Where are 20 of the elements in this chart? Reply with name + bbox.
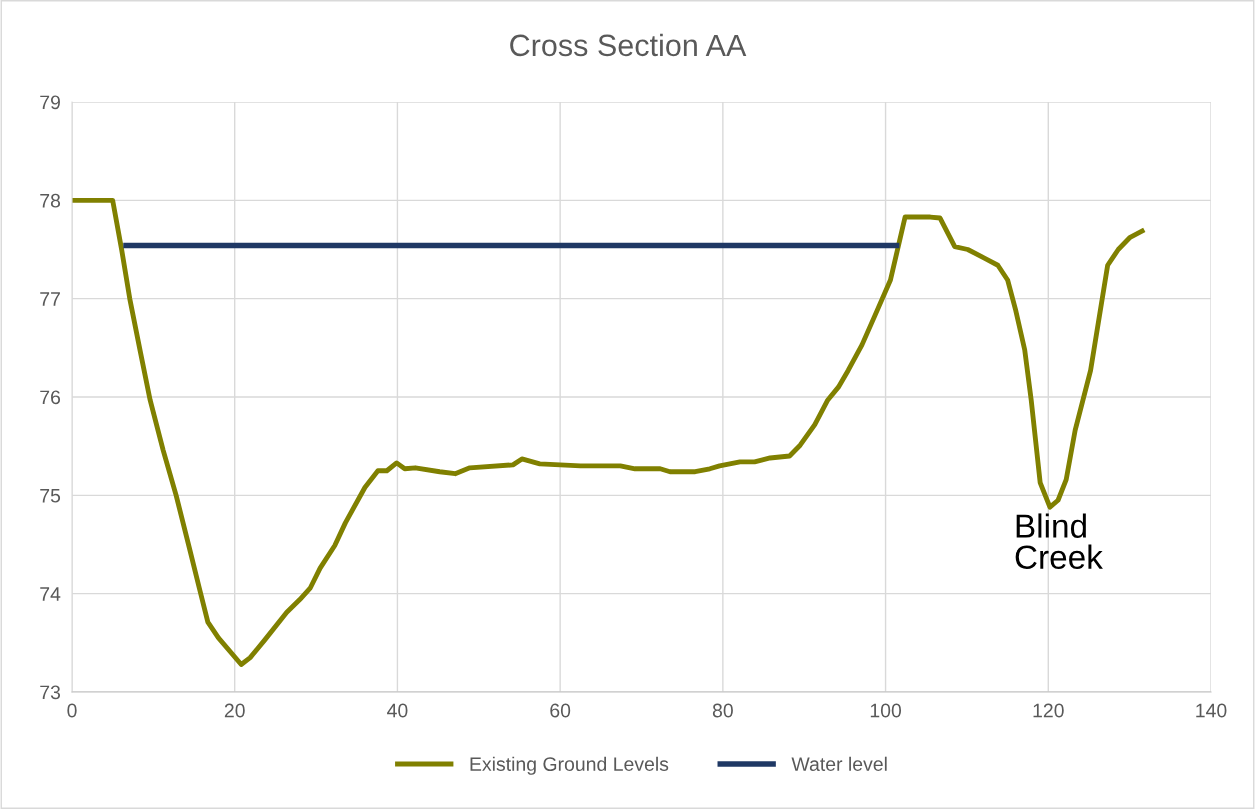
x-tick-label: 80 bbox=[712, 703, 733, 718]
y-tick-label: 74 bbox=[40, 587, 61, 601]
x-tick-label: 60 bbox=[550, 703, 571, 718]
x-tick-label: 120 bbox=[1033, 703, 1064, 718]
y-tick-label: 75 bbox=[40, 489, 61, 503]
y-tick-label: 77 bbox=[40, 292, 60, 306]
x-tick-label: 20 bbox=[224, 703, 245, 718]
x-tick-label: 0 bbox=[67, 703, 77, 718]
x-tick-label: 140 bbox=[1196, 703, 1227, 718]
legend-label: Water level bbox=[791, 756, 887, 771]
annotation: Blind Creek bbox=[1015, 513, 1103, 569]
x-tick-label: 100 bbox=[870, 703, 902, 718]
y-tick-label: 73 bbox=[40, 685, 61, 700]
y-tick-label: 79 bbox=[40, 95, 60, 110]
line-series bbox=[72, 197, 1147, 667]
y-tick-label: 76 bbox=[40, 390, 61, 405]
legend-label: Existing Ground Levels bbox=[470, 756, 669, 775]
x-tick-label: 40 bbox=[387, 703, 408, 718]
y-tick-label: 78 bbox=[40, 193, 61, 208]
chart-title: Cross Section AA bbox=[510, 33, 747, 57]
